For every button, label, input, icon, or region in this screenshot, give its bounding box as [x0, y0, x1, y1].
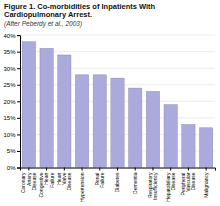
y-tick: 35%: [4, 49, 21, 55]
x-tick-label: RespiratoryInsufficiency: [147, 172, 158, 200]
y-tick-mark: [17, 35, 20, 36]
y-tick-label: 0%: [7, 165, 16, 171]
x-tick-mark: [152, 168, 153, 171]
x-tick-label: CoronaryArteryDisease: [20, 172, 36, 193]
x-tick-mark: [117, 168, 118, 171]
x-tick-label-line: Disease: [66, 172, 72, 190]
bar: [164, 105, 177, 168]
x-tick-mark: [46, 168, 47, 171]
x-tick-label-line: Insufficiency: [152, 172, 158, 200]
y-tick-mark: [17, 118, 20, 119]
x-tick: RespiratoryInsufficiency: [147, 168, 158, 200]
subtitle: (After Peberdy et al., 2003): [4, 20, 82, 28]
y-tick-mark: [17, 52, 20, 53]
x-tick: CoronaryArteryDisease: [20, 168, 36, 194]
x-tick: Diabetes: [114, 168, 120, 193]
x-tick: CongestiveHeartFailure: [38, 168, 54, 198]
bar: [93, 75, 106, 168]
x-tick-label-line: Disease: [170, 172, 176, 190]
x-tick-label-line: Failure: [49, 172, 55, 188]
y-tick-mark: [17, 168, 20, 169]
x-tick: HeartValveDisease: [56, 168, 72, 191]
text-line: Cardiopulmonary Arrest.: [4, 10, 92, 19]
y-tick: 40%: [4, 33, 21, 39]
y-tick-label: 20%: [4, 99, 17, 105]
x-tick-mark: [82, 168, 83, 171]
y-tick-label: 30%: [4, 66, 17, 72]
x-tick-label: RenalFailure: [94, 172, 105, 188]
bar: [129, 88, 142, 167]
y-tick-label: 40%: [4, 33, 17, 39]
x-tick-label: HepatobiliaryDisease: [165, 172, 176, 202]
bar: [199, 128, 212, 168]
bars: [22, 42, 213, 168]
bar: [111, 78, 124, 167]
x-tick-label: Dementia: [132, 172, 138, 194]
y-tick: 0%: [7, 165, 20, 171]
y-axis-line: [17, 36, 21, 168]
x-tick-label: Hypertension: [79, 172, 85, 202]
bar: [58, 55, 71, 168]
bar: [75, 75, 88, 168]
x-tick-mark: [28, 168, 29, 171]
x-tick-mark: [135, 168, 136, 171]
x-tick-mark: [188, 168, 189, 171]
bar: [40, 48, 53, 167]
grid: [20, 35, 215, 167]
x-tick-mark: [64, 168, 65, 171]
x-axis: CoronaryArteryDiseaseCongestiveHeartFail…: [20, 168, 215, 202]
y-tick: 25%: [4, 82, 21, 88]
x-tick-label-line: Diabetes: [114, 172, 120, 192]
bar: [22, 42, 35, 168]
y-tick: 15%: [4, 115, 21, 121]
y-tick-label: 35%: [4, 49, 17, 55]
x-tick-label: Malignancy: [203, 172, 209, 198]
y-tick-mark: [17, 151, 20, 152]
y-tick: 5%: [7, 148, 20, 154]
y-tick-mark: [17, 85, 20, 86]
grid-line: [20, 35, 215, 36]
y-tick-mark: [17, 101, 20, 102]
y-tick: 20%: [4, 99, 21, 105]
x-tick: Hypertension: [79, 168, 85, 202]
y-tick-label: 25%: [4, 82, 17, 88]
chart-container: Figure 1. Co-morbidities of Inpatients W…: [0, 0, 220, 206]
title: Figure 1. Co-morbidities of Inpatients W…: [4, 2, 156, 20]
x-tick-label-line: Disease: [190, 172, 196, 190]
y-tick-mark: [17, 68, 20, 69]
x-tick-label-line: Hypertension: [79, 172, 85, 202]
x-tick: Malignancy: [203, 168, 209, 198]
bar: [182, 124, 195, 167]
x-axis-line: [21, 168, 216, 171]
y-tick-label: 10%: [4, 132, 17, 138]
y-tick-mark: [17, 134, 20, 135]
x-tick: Dementia: [132, 168, 138, 194]
bar: [146, 91, 159, 167]
x-tick-label-line: Disease: [31, 172, 37, 190]
x-tick-label-line: Failure: [99, 172, 105, 188]
x-tick: RenalFailure: [94, 168, 105, 188]
x-tick-label-line: Malignancy: [203, 172, 209, 198]
x-tick-label: Diabetes: [114, 172, 120, 192]
x-tick-label-line: Dementia: [132, 172, 138, 194]
chart-svg: Figure 1. Co-morbidities of Inpatients W…: [0, 0, 220, 206]
y-tick-label: 15%: [4, 115, 17, 121]
y-tick: 10%: [4, 132, 21, 138]
x-tick-label: HeartValveDisease: [56, 172, 72, 191]
x-tick: HepatobiliaryDisease: [165, 168, 176, 202]
x-tick-mark: [99, 168, 100, 171]
text-line: (After Peberdy et al., 2003): [4, 20, 82, 28]
y-tick-label: 5%: [7, 148, 16, 154]
x-tick-label: CongestiveHeartFailure: [38, 172, 54, 198]
y-tick: 30%: [4, 66, 21, 72]
x-tick-mark: [206, 168, 207, 171]
x-tick-mark: [170, 168, 171, 171]
x-tick: PeripheralVascularDisease: [180, 168, 196, 196]
y-axis: 0% 5% 10% 15% 20% 25% 30% 35% 40%: [4, 33, 21, 171]
x-tick-label: PeripheralVascularDisease: [180, 172, 196, 195]
